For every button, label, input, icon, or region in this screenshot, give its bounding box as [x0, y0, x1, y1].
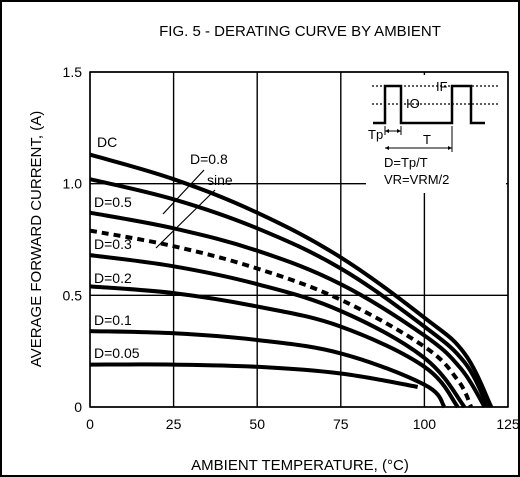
series-line-d-0-8: [89, 177, 490, 408]
inset-tp-label: Tp: [368, 127, 383, 142]
chart-title: FIG. 5 - DERATING CURVE BY AMBIENT: [159, 23, 441, 40]
inset-duty-formula: D=Tp/T: [384, 155, 428, 170]
series-line-dc: [89, 152, 494, 408]
x-tick-label: 0: [86, 416, 94, 432]
label-d02: D=0.2: [94, 270, 132, 286]
label-d08-leader: [162, 169, 205, 215]
x-axis-label: AMBIENT TEMPERATURE, (°C): [191, 457, 409, 474]
inset-io-label: IO: [406, 96, 420, 111]
y-tick-label: 0: [74, 399, 82, 415]
x-tick-label: 100: [413, 416, 437, 432]
label-dc: DC: [97, 134, 117, 150]
label-sine-leader: [155, 189, 216, 249]
series-layer: [89, 152, 494, 409]
label-d05: D=0.5: [94, 194, 132, 210]
label-d08: D=0.8: [190, 151, 228, 167]
label-sine: sine: [207, 172, 233, 188]
y-tick-labels: 0 0.5 1.0 1.5: [63, 64, 83, 415]
series-line-d-0-2: [89, 284, 460, 409]
x-tick-label: 50: [249, 416, 265, 432]
y-tick-label: 0.5: [63, 287, 83, 303]
series-line-d-0-1: [89, 329, 447, 409]
inset-vr-formula: VR=VRM/2: [384, 172, 449, 187]
label-d005: D=0.05: [94, 345, 140, 361]
label-d03: D=0.3: [94, 236, 132, 252]
waveform-inset: IF IO Tp T D=Tp/T VR=VRM/2: [366, 75, 506, 193]
inset-if-label: IF: [436, 79, 448, 94]
y-axis-label: AVERAGE FORWARD CURRENT, (A): [28, 111, 45, 367]
y-tick-label: 1.5: [63, 64, 83, 80]
x-tick-label: 25: [166, 416, 182, 432]
x-tick-label: 75: [333, 416, 349, 432]
series-line-d-0-5: [89, 210, 487, 409]
series-line-d-0-3: [89, 253, 467, 409]
plot-area: [89, 71, 509, 408]
y-tick-label: 1.0: [63, 176, 83, 192]
series-line-sine: [89, 228, 474, 408]
x-tick-labels: 0 25 50 75 100 125: [86, 416, 520, 432]
label-d01: D=0.1: [94, 312, 132, 328]
x-tick-label: 125: [496, 416, 520, 432]
inset-t-label: T: [423, 132, 431, 147]
series-line-d-0-05: [89, 362, 419, 389]
